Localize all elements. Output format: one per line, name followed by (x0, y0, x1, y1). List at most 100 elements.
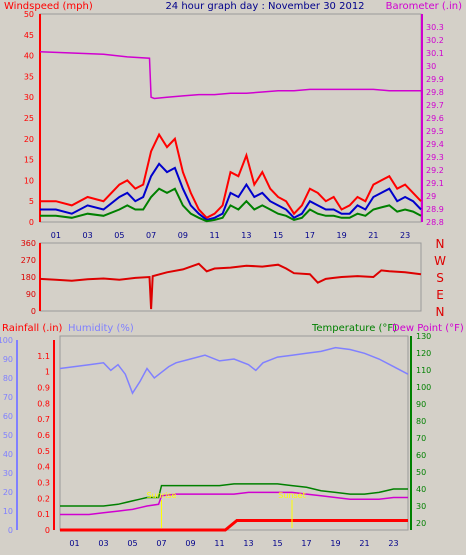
barometer-tick-label: 29.8 (426, 88, 444, 97)
hour-tick-label: 01 (51, 231, 61, 240)
temperature-tick-label: 60 (416, 451, 426, 460)
windspeed-tick-label: 5 (29, 197, 34, 206)
wind_gust-line (40, 132, 422, 220)
temperature-tick-label: 110 (416, 366, 431, 375)
temperature-tick-label: 70 (416, 434, 426, 443)
compass-label: N (436, 237, 445, 251)
rainfall-tick-labels: 0 0.1 0.2 0.3 0.4 0.5 0.6 0.7 0.8 0.9 1 1.1 (37, 352, 50, 535)
windspeed-tick-label: 35 (24, 72, 34, 81)
humidity-tick-label: 70 (3, 393, 13, 402)
rainfall-tick-label: 0.9 (37, 384, 50, 393)
graph-title: 24 hour graph day : November 30 2012 (165, 1, 364, 12)
hour-tick-label: 01 (69, 539, 79, 548)
hour-tick-label: 23 (388, 539, 398, 548)
barometer-tick-labels: 28.8 28.9 29 29.1 29.2 29.3 29.4 29.5 29.6 29.7 29… (426, 23, 444, 227)
dewpoint-line (60, 491, 408, 516)
rainfall-tick-label: 0.2 (37, 494, 50, 503)
temperature-tick-label: 100 (416, 383, 431, 392)
temperature-line (60, 483, 408, 507)
windspeed-tick-label: 50 (24, 10, 34, 19)
barometer-axis-label: Barometer (.in) (386, 1, 462, 12)
barometer-tick-label: 29.5 (426, 127, 444, 136)
barometer-line (39, 50, 421, 100)
sunset-label: Sunset (278, 491, 305, 500)
direction-tick-label: 270 (21, 256, 36, 265)
direction-tick-labels: 0 90 180 270 360 (21, 239, 36, 316)
windspeed-tick-label: 15 (24, 156, 34, 165)
rain-humidity-temp-panel: Rainfall (.in) Humidity (%) Temperature … (0, 323, 464, 548)
barometer-tick-label: 29.7 (426, 101, 444, 110)
humidity-tick-label: 50 (3, 431, 13, 440)
direction-tick-label: 180 (21, 273, 36, 282)
hour-tick-label: 15 (272, 539, 282, 548)
compass-label: E (436, 288, 444, 302)
temperature-tick-label: 40 (416, 485, 426, 494)
barometer-tick-label: 30.3 (426, 23, 444, 32)
hour-tick-label: 13 (243, 539, 253, 548)
wind-direction-line (39, 262, 422, 310)
wind_mid-line (40, 162, 422, 221)
temperature-tick-label: 120 (416, 349, 431, 358)
rainfall-tick-label: 0.6 (37, 431, 50, 440)
humidity-tick-label: 90 (3, 355, 13, 364)
rainfall-tick-label: 0.3 (37, 479, 50, 488)
rainfall-tick-label: 1 (45, 368, 50, 377)
hour-tick-label: 19 (337, 231, 347, 240)
humidity-axis-label: Humidity (%) (68, 323, 134, 334)
hour-tick-label: 21 (368, 231, 378, 240)
barometer-tick-label: 30.1 (426, 49, 444, 58)
compass-label: S (436, 271, 444, 285)
humidity-line (59, 346, 409, 395)
barometer-tick-label: 30 (426, 62, 436, 71)
hour-tick-label: 13 (241, 231, 251, 240)
hour-tick-label: 09 (178, 231, 188, 240)
wind-direction-series (39, 262, 422, 310)
weather-plot-area (59, 335, 409, 531)
hour-tick-label: 19 (330, 539, 340, 548)
windspeed-tick-label: 10 (24, 176, 34, 185)
temperature-tick-labels: 20 30 40 50 60 70 80 90 100 110 120 130 (416, 332, 431, 528)
hour-tick-label: 05 (114, 231, 124, 240)
humidity-tick-label: 60 (3, 412, 13, 421)
direction-tick-label: 360 (21, 239, 36, 248)
temperature-tick-label: 80 (416, 417, 426, 426)
rainfall-tick-label: 0.8 (37, 399, 50, 408)
humidity-tick-label: 100 (0, 336, 13, 345)
hour-tick-label: 09 (185, 539, 195, 548)
hour-tick-label: 23 (400, 231, 410, 240)
rainfall-tick-label: 0.5 (37, 447, 50, 456)
rainfall-tick-label: 0 (45, 526, 50, 535)
hour-tick-label: 11 (210, 231, 220, 240)
barometer-tick-label: 28.9 (426, 205, 444, 214)
hour-tick-label: 11 (214, 539, 224, 548)
dewpoint-axis-label: Dew Point (°F) (392, 323, 464, 334)
rainfall-tick-label: 1.1 (37, 352, 50, 361)
compass-label: W (434, 254, 446, 268)
wind-barometer-series (39, 50, 422, 223)
windspeed-tick-label: 40 (24, 52, 34, 61)
hour-tick-label: 17 (301, 539, 311, 548)
rainfall-tick-label: 0.7 (37, 415, 50, 424)
hour-tick-label: 03 (83, 231, 93, 240)
barometer-tick-label: 29.2 (426, 166, 444, 175)
humidity-tick-labels: 0 10 20 30 40 50 60 70 80 90 100 (0, 336, 13, 535)
rainfall-tick-label: 0.4 (37, 463, 50, 472)
wind-barometer-panel: 24 hour graph day : November 30 2012 Win… (4, 1, 462, 240)
hour-tick-label: 05 (127, 539, 137, 548)
hour-tick-label: 03 (98, 539, 108, 548)
temperature-tick-label: 50 (416, 468, 426, 477)
barometer-tick-label: 30.2 (426, 36, 444, 45)
hour-tick-label: 17 (305, 231, 315, 240)
barometer-tick-label: 29.1 (426, 179, 444, 188)
wind-hour-tick-labels: 01 03 05 07 09 11 13 15 17 19 21 23 (51, 231, 410, 240)
humidity-tick-label: 80 (3, 374, 13, 383)
barometer-tick-label: 28.8 (426, 218, 444, 227)
windspeed-tick-label: 30 (24, 93, 34, 102)
temperature-tick-label: 30 (416, 502, 426, 511)
sunrise-label: Sunrise (147, 491, 177, 500)
windspeed-tick-label: 25 (24, 114, 34, 123)
hour-tick-label: 15 (273, 231, 283, 240)
